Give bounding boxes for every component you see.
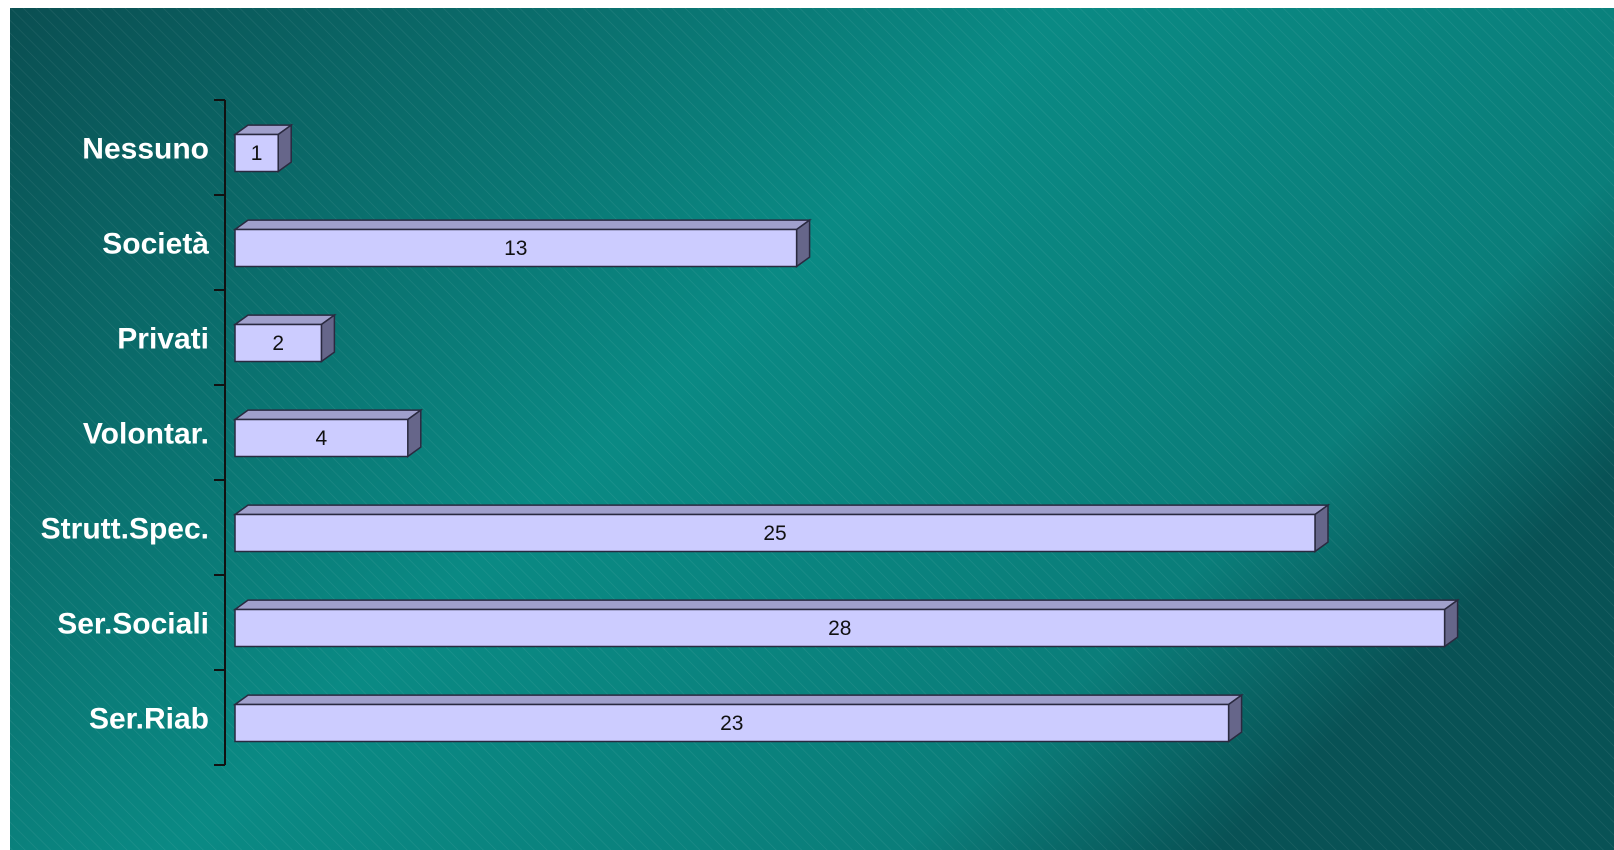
bar-front-face [234, 323, 323, 363]
bar [232, 693, 1244, 743]
data-label: 23 [720, 712, 743, 735]
data-label: 28 [828, 617, 851, 640]
category-label: Ser.Sociali [57, 608, 209, 641]
bar [232, 218, 812, 268]
bar-top-face [232, 694, 1244, 706]
category-label: Strutt.Spec. [41, 513, 209, 546]
bar-top-face [232, 314, 337, 326]
bar-top-face [232, 219, 812, 231]
bar [232, 598, 1460, 648]
data-label: 4 [316, 427, 328, 450]
plot-area: 1 Nessuno 13 Società 2 Privati 4 Volontar. 25 Str… [41, 99, 1460, 766]
data-label: 2 [272, 332, 284, 355]
bar-front-face [234, 228, 798, 268]
bar-chart: 1 Nessuno 13 Società 2 Privati 4 Volontar. 25 Str… [10, 8, 1614, 850]
bar-front-face [234, 703, 1230, 743]
category-label: Privati [117, 323, 209, 356]
data-label: 25 [763, 522, 786, 545]
bar-top-face [232, 504, 1331, 516]
bar [232, 408, 424, 458]
category-label: Nessuno [82, 133, 209, 166]
bar-front-face [234, 133, 279, 173]
slide-background: 1 Nessuno 13 Società 2 Privati 4 Volontar. 25 Str… [10, 8, 1614, 850]
bar [232, 313, 337, 363]
bar [232, 123, 294, 173]
bar-top-face [232, 409, 424, 421]
category-label: Società [102, 228, 209, 261]
bar-front-face [234, 418, 409, 458]
bar [232, 503, 1331, 553]
bar-top-face [232, 599, 1460, 611]
data-label: 13 [504, 237, 527, 260]
category-label: Volontar. [83, 418, 209, 451]
category-label: Ser.Riab [89, 703, 209, 736]
bar-front-face [234, 608, 1446, 648]
bar-front-face [234, 513, 1316, 553]
data-label: 1 [251, 142, 263, 165]
